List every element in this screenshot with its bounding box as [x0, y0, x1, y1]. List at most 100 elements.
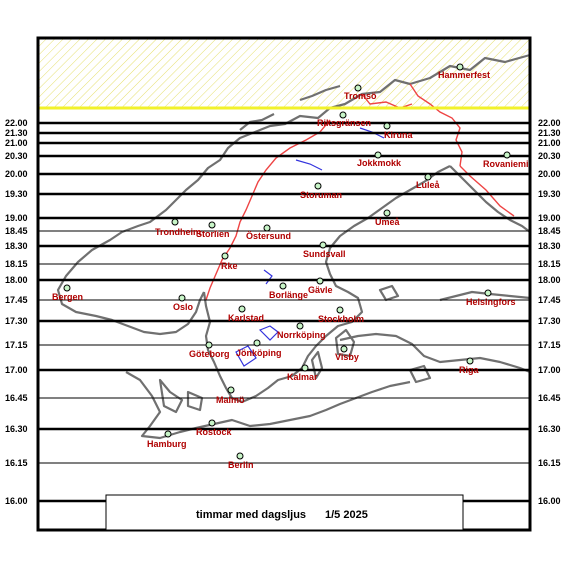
city-dot: [383, 122, 391, 130]
city-marker: Borlänge: [269, 282, 308, 300]
city-markers: Hammerfest Tromsö Riksgränsen Kiruna Jokkmok…: [52, 63, 529, 470]
city-label: Jokkmokk: [357, 158, 402, 168]
city-marker: Rovaniemi: [483, 151, 529, 169]
city-dot: [205, 341, 213, 349]
city-marker: Storlien: [196, 221, 230, 239]
city-marker: Rke: [221, 252, 238, 271]
city-dot: [238, 305, 246, 313]
city-label: Kalmar: [287, 372, 318, 382]
city-label: Karlstad: [228, 313, 264, 323]
city-label: Jönköping: [236, 348, 282, 358]
city-marker: Storuman: [300, 182, 342, 200]
scale-label-left: 18.15: [5, 259, 28, 269]
city-label: Östersund: [246, 231, 291, 241]
city-label: Göteborg: [189, 349, 230, 359]
city-dot: [340, 345, 348, 353]
city-dot: [314, 182, 322, 190]
city-marker: Rostock: [196, 419, 233, 437]
city-dot: [263, 224, 271, 232]
city-dot: [336, 306, 344, 314]
city-dot: [383, 209, 391, 217]
city-label: Rovaniemi: [483, 159, 529, 169]
city-label: Trondheim: [155, 227, 201, 237]
city-marker: Göteborg: [189, 341, 230, 359]
scale-label-left: 17.45: [5, 295, 28, 305]
scale-label-right: 19.00: [538, 213, 561, 223]
city-label: Luleå: [416, 180, 441, 190]
city-label: Sundsvall: [303, 249, 346, 259]
scale-label-right: 21.00: [538, 138, 561, 148]
city-label: Kiruna: [384, 130, 413, 140]
city-marker: Sundsvall: [303, 241, 346, 259]
scale-label-right: 18.45: [538, 226, 561, 236]
city-marker: Hamburg: [147, 430, 187, 449]
caption-title: timmar med dagsljus: [196, 509, 306, 521]
city-dot: [339, 111, 347, 119]
scale-label-left: 18.45: [5, 226, 28, 236]
scale-label-right: 19.30: [538, 189, 561, 199]
scale-label-left: 16.00: [5, 496, 28, 506]
city-label: Rke: [221, 261, 238, 271]
city-marker: Bergen: [52, 284, 83, 302]
city-marker: Kalmar: [287, 364, 318, 382]
city-dot: [424, 173, 432, 181]
city-marker: Stockholm: [318, 306, 364, 324]
city-dot: [208, 419, 216, 427]
city-marker: Karlstad: [228, 305, 264, 323]
scale-label-left: 19.00: [5, 213, 28, 223]
scale-label-right: 16.00: [538, 496, 561, 506]
city-label: Storlien: [196, 229, 230, 239]
city-label: Oslo: [173, 302, 194, 312]
scale-label-left: 21.30: [5, 128, 28, 138]
border-lines: [205, 83, 515, 301]
city-marker: Gävle: [308, 277, 333, 295]
city-marker: Malmö: [216, 386, 245, 405]
city-dot: [456, 63, 464, 71]
city-label: Rostock: [196, 427, 233, 437]
city-label: Norrköping: [277, 330, 326, 340]
city-marker: Östersund: [246, 224, 291, 241]
city-label: Storuman: [300, 190, 342, 200]
scale-label-right: 17.30: [538, 316, 561, 326]
city-marker: Trondheim: [155, 218, 201, 237]
scale-label-left: 18.30: [5, 241, 28, 251]
scale-label-right: 18.30: [538, 241, 561, 251]
city-dot: [484, 289, 492, 297]
scale-label-left: 16.45: [5, 393, 28, 403]
scale-label-left: 16.30: [5, 424, 28, 434]
city-marker: Umeå: [375, 209, 401, 227]
scale-label-right: 20.00: [538, 169, 561, 179]
city-marker: Helsingfors: [466, 289, 516, 307]
city-dot: [374, 151, 382, 159]
city-dot: [171, 218, 179, 226]
scale-label-left: 20.30: [5, 151, 28, 161]
scale-label-right: 22.00: [538, 118, 561, 128]
scale-label-left: 19.30: [5, 189, 28, 199]
scale-label-left: 18.00: [5, 275, 28, 285]
scale-label-right: 18.00: [538, 275, 561, 285]
city-label: Helsingfors: [466, 297, 516, 307]
midnight-sun-zone: [38, 38, 530, 108]
city-dot: [236, 452, 244, 460]
city-dot: [279, 282, 287, 290]
city-dot: [178, 294, 186, 302]
scale-label-left: 16.15: [5, 458, 28, 468]
city-dot: [164, 430, 172, 438]
city-marker: Jönköping: [236, 339, 282, 358]
city-marker: Kiruna: [383, 122, 413, 140]
scale-label-right: 16.30: [538, 424, 561, 434]
scale-label-right: 17.45: [538, 295, 561, 305]
city-label: Tromsö: [344, 91, 377, 101]
scale-label-right: 16.45: [538, 393, 561, 403]
city-marker: Riga: [459, 357, 479, 375]
city-dot: [253, 339, 261, 347]
city-marker: Riksgränsen: [317, 111, 371, 128]
city-label: Stockholm: [318, 314, 364, 324]
scale-label-right: 20.30: [538, 151, 561, 161]
scale-label-left: 22.00: [5, 118, 28, 128]
city-label: Berlin: [228, 460, 254, 470]
city-dot: [319, 241, 327, 249]
city-marker: Oslo: [173, 294, 194, 312]
city-dot: [466, 357, 474, 365]
